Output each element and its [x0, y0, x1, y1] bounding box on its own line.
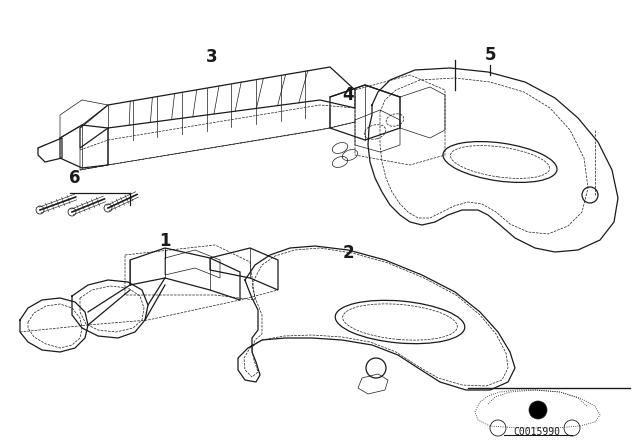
- Text: 6: 6: [69, 169, 81, 187]
- Text: 1: 1: [159, 232, 171, 250]
- Circle shape: [529, 401, 547, 419]
- Text: 4: 4: [342, 86, 354, 104]
- Text: C0015990: C0015990: [513, 427, 561, 437]
- Text: 5: 5: [484, 46, 496, 64]
- Text: 3: 3: [206, 48, 218, 66]
- Text: 2: 2: [342, 244, 354, 262]
